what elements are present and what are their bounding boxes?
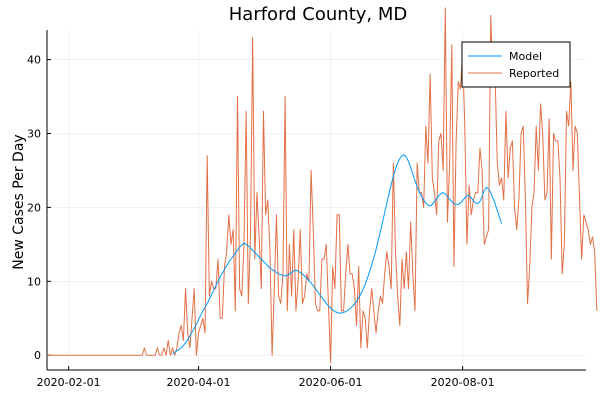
chart-title: Harford County, MD: [229, 4, 408, 25]
y-tick-label: 40: [27, 54, 41, 67]
x-tick-label: 2020-08-01: [431, 376, 495, 389]
axes: 0 10 20 30 40 2020-02-01 2020-04-01 2020-06-01 2…: [27, 30, 586, 389]
series-line-reported: [47, 7, 598, 364]
y-tick-label: 10: [27, 275, 41, 288]
series-line-model: [172, 154, 503, 355]
x-tick-label: 2020-02-01: [37, 376, 101, 389]
legend-label-model: Model: [509, 50, 542, 63]
y-axis-label: New Cases Per Day: [11, 134, 27, 269]
legend-box: [461, 41, 571, 88]
y-tick-label: 30: [27, 127, 41, 140]
y-tick-label: 20: [27, 201, 41, 214]
x-tick-label: 2020-06-01: [299, 376, 363, 389]
legend-label-reported: Reported: [509, 67, 559, 80]
legend: Model Reported: [461, 41, 571, 88]
series-layer: [47, 7, 598, 364]
x-tick-label: 2020-04-01: [167, 376, 231, 389]
y-tick-label: 0: [34, 349, 41, 362]
